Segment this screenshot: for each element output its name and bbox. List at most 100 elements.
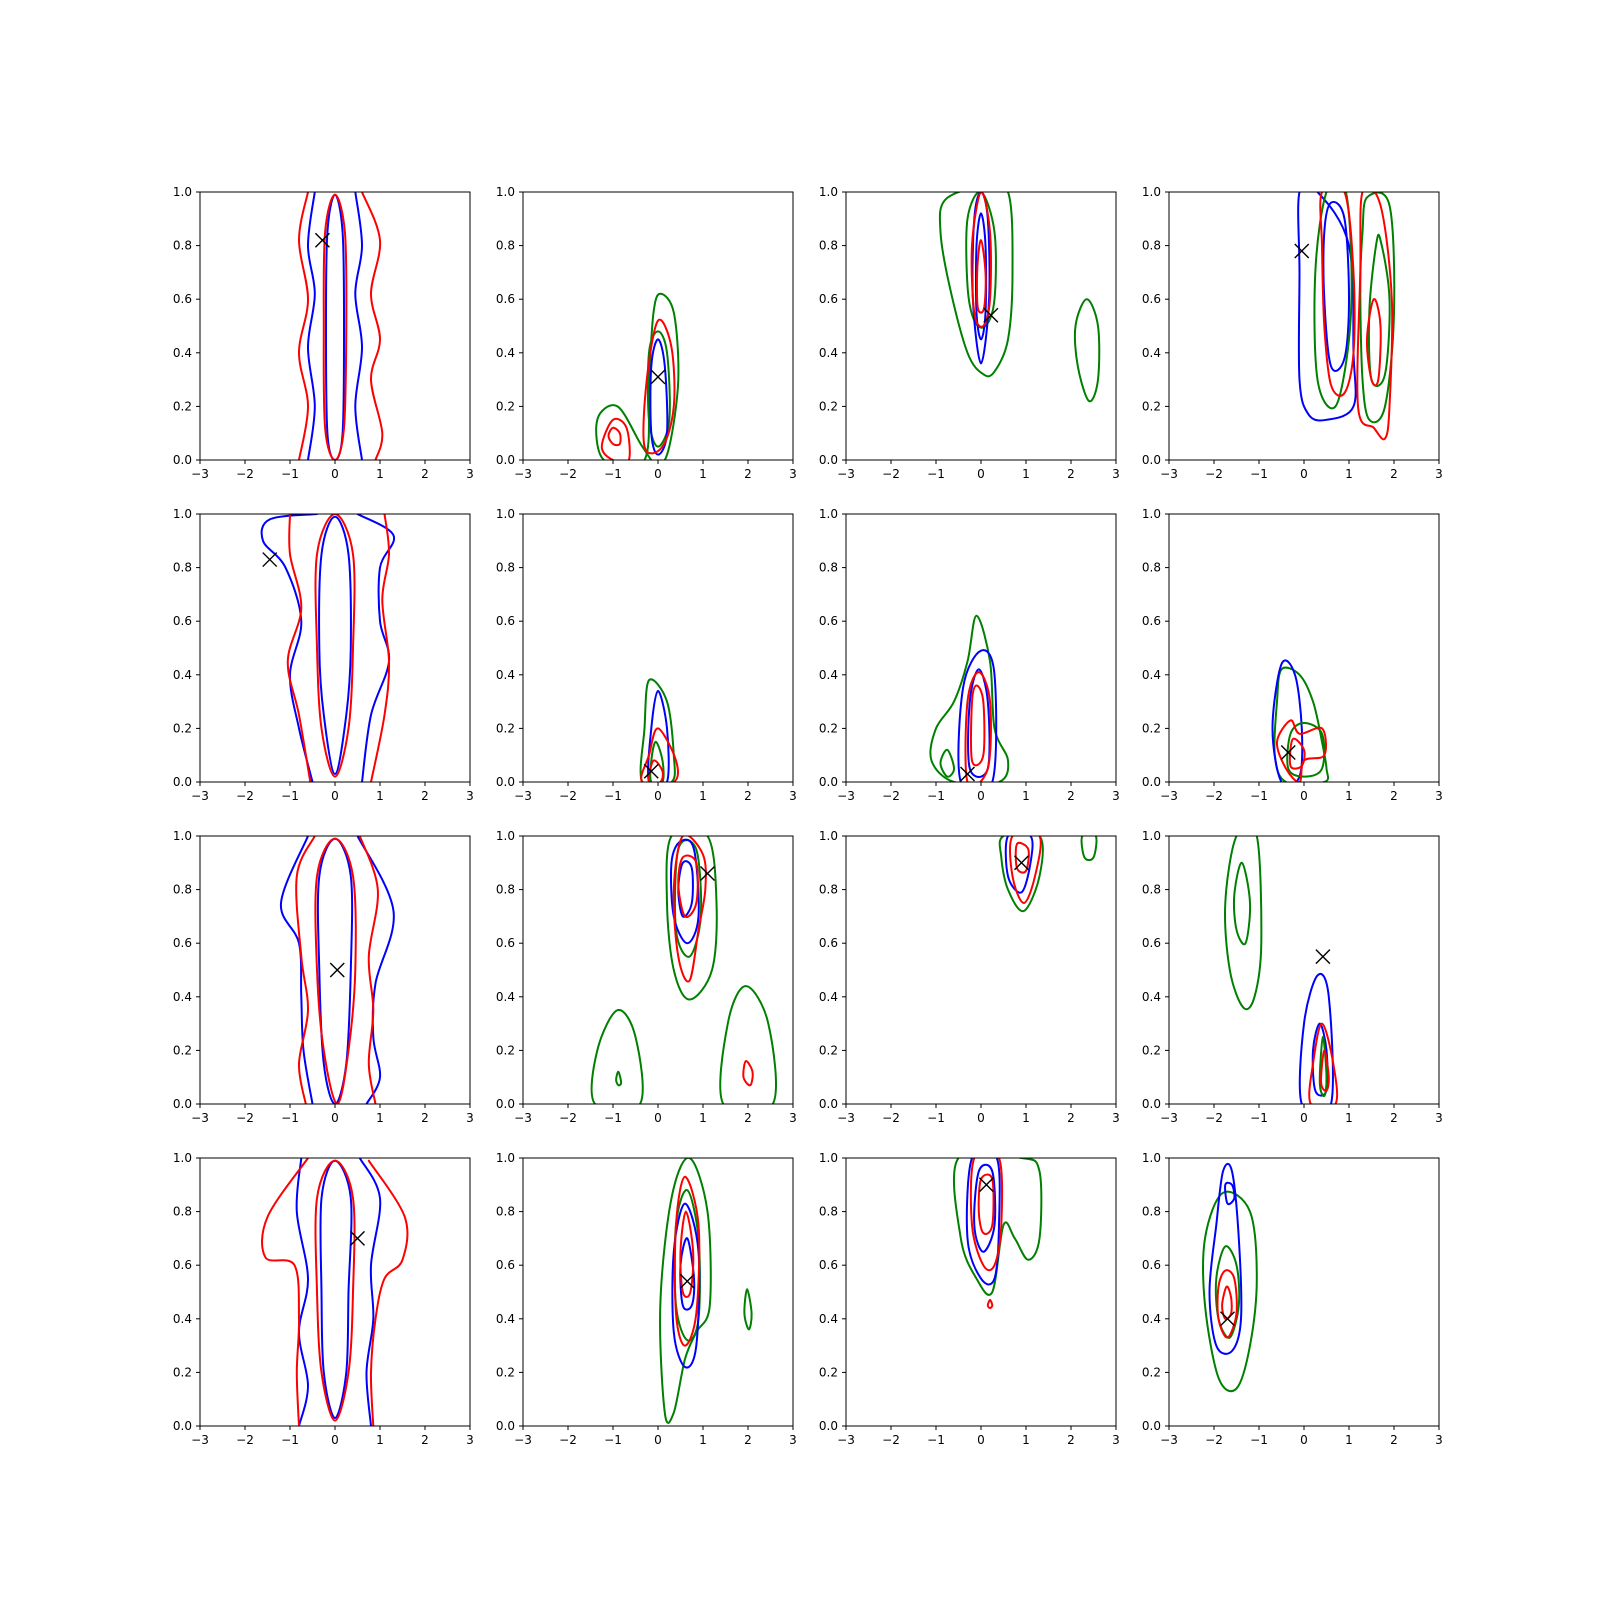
x-tick-label: −2 (1205, 1433, 1223, 1447)
x-tick-label: 0 (977, 467, 985, 481)
x-tick-label: −3 (191, 1111, 209, 1125)
contour-line-red (1014, 841, 1030, 874)
contour-line-red (314, 514, 356, 778)
x-tick-label: 3 (1112, 1433, 1120, 1447)
y-tick-label: 0.6 (1142, 1258, 1161, 1272)
y-tick-label: 0.2 (1142, 1365, 1161, 1379)
contour-line-green (929, 614, 1010, 782)
y-tick-label: 0.2 (173, 399, 192, 413)
y-tick-label: 0.8 (1142, 883, 1161, 897)
y-tick-label: 0.4 (819, 668, 838, 682)
contour-line-red (977, 1173, 995, 1235)
x-tick-label: 1 (1345, 1111, 1353, 1125)
x-tick-label: 0 (331, 1111, 339, 1125)
plot-area (1202, 1162, 1258, 1393)
contour-line-green (1273, 666, 1330, 782)
x-tick-label: −3 (1160, 1111, 1178, 1125)
plot-area (1224, 836, 1339, 1104)
x-tick-label: −1 (927, 789, 945, 803)
y-tick-label: 0.8 (1142, 561, 1161, 575)
y-tick-label: 1.0 (1142, 829, 1161, 843)
x-tick-label: −2 (1205, 789, 1223, 803)
marker-x (1294, 243, 1310, 259)
marker-stroke (679, 1273, 695, 1289)
y-tick-label: 0.8 (819, 561, 838, 575)
x-tick-label: −1 (604, 1433, 622, 1447)
x-tick-label: 0 (654, 789, 662, 803)
plot-area (659, 1158, 753, 1424)
contour-line-blue (324, 193, 346, 460)
contour-line-green (1202, 1190, 1258, 1393)
y-tick-label: 0.2 (1142, 721, 1161, 735)
contour-line-red (672, 836, 707, 983)
x-tick-label: −1 (1250, 467, 1268, 481)
contour-line-blue (358, 1158, 382, 1426)
contour-line-red (677, 854, 699, 919)
x-tick-label: −2 (559, 789, 577, 803)
x-tick-label: −2 (236, 789, 254, 803)
marker-stroke (650, 369, 666, 385)
marker-x (350, 1230, 365, 1246)
marker-x (643, 763, 659, 779)
x-tick-label: −3 (837, 789, 855, 803)
x-tick-label: −2 (882, 1111, 900, 1125)
plot-area (590, 836, 777, 1104)
x-tick-label: −3 (1160, 467, 1178, 481)
x-tick-label: 0 (331, 1433, 339, 1447)
x-tick-label: 0 (1300, 1433, 1308, 1447)
y-tick-label: 0.6 (496, 292, 515, 306)
x-tick-label: 1 (1022, 789, 1030, 803)
contour-line-green (1286, 722, 1326, 778)
x-tick-label: −1 (927, 467, 945, 481)
subplot-4-3: −3 −2 −1 0 1 2 3 0.0 0.2 0.4 0.6 0.8 1.0 (819, 1151, 1120, 1447)
contour-line-red (1320, 1049, 1330, 1092)
y-tick-label: 1.0 (496, 507, 515, 521)
contour-line-green (590, 1009, 644, 1104)
contour-line-blue (649, 338, 669, 456)
x-tick-label: 3 (1435, 1111, 1443, 1125)
x-tick-label: −1 (281, 467, 299, 481)
contour-line-red (673, 1175, 701, 1347)
x-tick-label: −2 (559, 1433, 577, 1447)
x-tick-label: −3 (514, 1433, 532, 1447)
contour-line-red (1308, 1022, 1339, 1104)
contour-line-green (1214, 1245, 1241, 1339)
x-tick-label: 3 (789, 1111, 797, 1125)
subplot-1-2: −3 −2 −1 0 1 2 3 0.0 0.2 0.4 0.6 0.8 1.0 (496, 185, 797, 481)
y-tick-label: 0.2 (173, 721, 192, 735)
x-tick-label: 2 (1067, 789, 1075, 803)
y-tick-label: 0.8 (819, 883, 838, 897)
contour-line-green (615, 1070, 623, 1087)
contour-line-red (986, 1299, 994, 1310)
x-tick-label: −2 (1205, 1111, 1223, 1125)
x-tick-label: 0 (331, 467, 339, 481)
marker-stroke (1294, 243, 1310, 259)
x-tick-label: 2 (744, 1111, 752, 1125)
y-tick-label: 1.0 (1142, 185, 1161, 199)
y-tick-label: 0.8 (1142, 239, 1161, 253)
contour-line-blue (974, 212, 988, 341)
x-tick-label: −2 (236, 467, 254, 481)
contour-line-green (1073, 298, 1101, 403)
x-tick-label: 0 (977, 1111, 985, 1125)
y-tick-label: 0.6 (173, 936, 192, 950)
contour-line-red (370, 514, 391, 782)
x-tick-label: −3 (837, 1111, 855, 1125)
y-tick-label: 0.8 (819, 1205, 838, 1219)
contour-line-green (939, 748, 955, 778)
contour-line-red (298, 192, 309, 460)
x-tick-label: 2 (1390, 1433, 1398, 1447)
marker-x (314, 232, 330, 248)
subplot-3-2: −3 −2 −1 0 1 2 3 0.0 0.2 0.4 0.6 0.8 1.0 (496, 829, 797, 1125)
y-tick-label: 0.8 (496, 1205, 515, 1219)
x-tick-label: 3 (466, 1111, 474, 1125)
y-tick-label: 0.8 (173, 561, 192, 575)
contour-line-green (649, 740, 665, 782)
contour-line-blue (319, 1159, 353, 1419)
x-tick-label: −1 (604, 789, 622, 803)
contour-line-blue (316, 837, 354, 1104)
x-tick-label: 1 (1022, 1111, 1030, 1125)
contour-line-red (607, 426, 622, 447)
x-tick-label: 2 (421, 1111, 429, 1125)
contour-line-red (975, 239, 987, 314)
